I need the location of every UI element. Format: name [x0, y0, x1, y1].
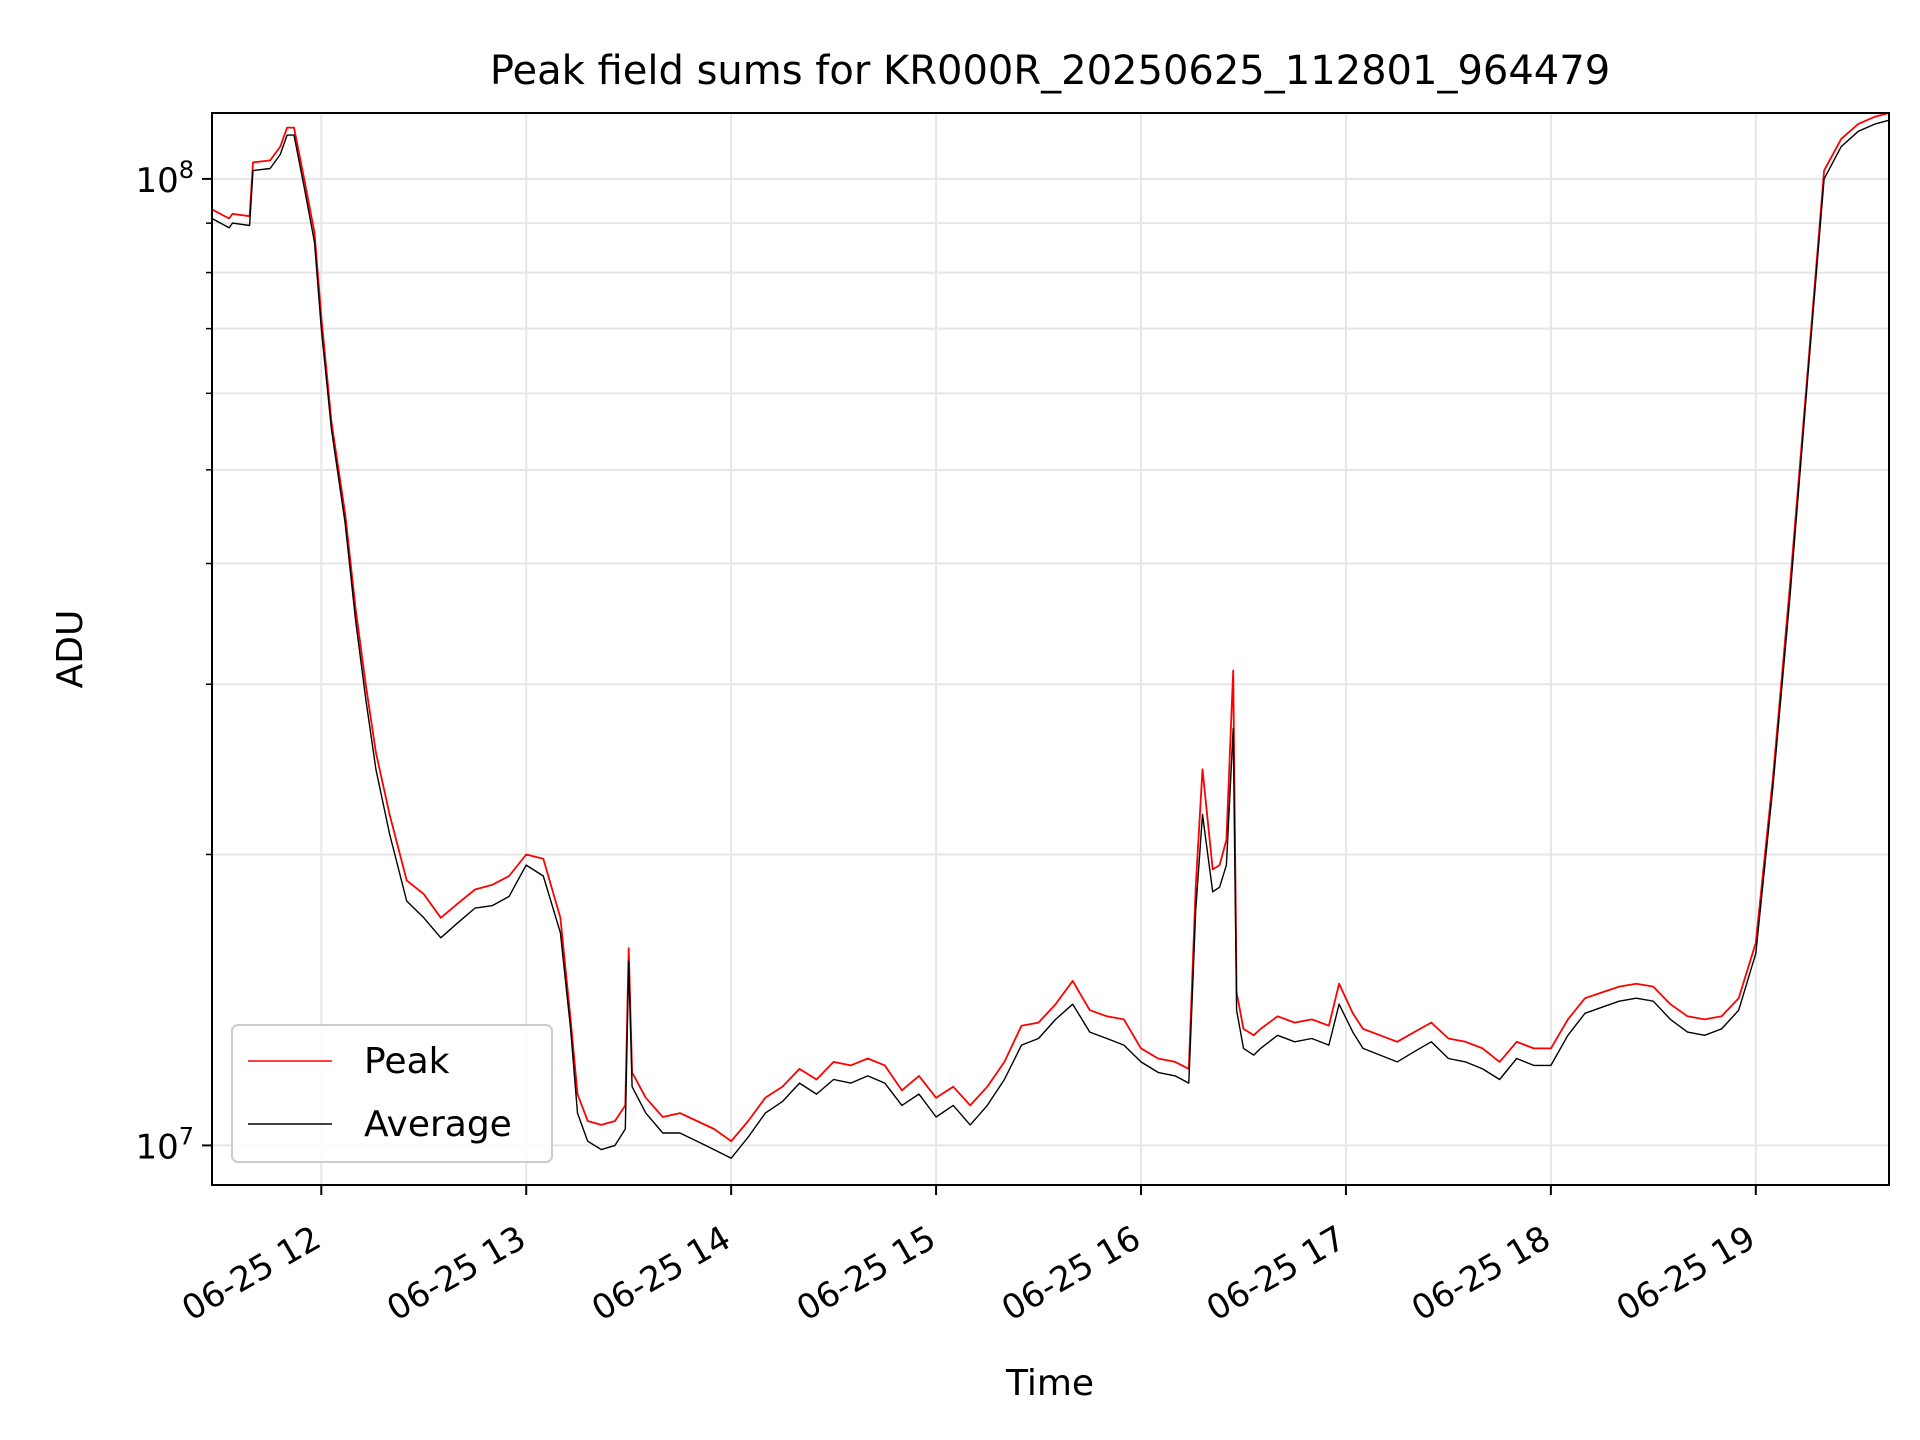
legend-label-peak: Peak	[364, 1041, 450, 1082]
plot-series	[211, 112, 1890, 1159]
y-tick-label: 108	[135, 156, 194, 201]
legend-box	[231, 1024, 553, 1163]
legend-label-average: Average	[364, 1104, 512, 1145]
y-axis-label: ADU	[50, 610, 91, 689]
grid-lines	[212, 113, 1889, 1185]
legend: Peak Average	[231, 1024, 553, 1163]
y-tick-base: 10	[135, 161, 178, 201]
series-line-peak	[211, 112, 1890, 1143]
y-tick-label: 107	[135, 1122, 194, 1167]
y-tick-base: 10	[135, 1127, 178, 1167]
x-axis-label: Time	[1005, 1363, 1094, 1404]
y-tick-exponent: 7	[179, 1122, 194, 1150]
y-tick-exponent: 8	[179, 156, 194, 184]
plot-frame	[211, 112, 1890, 1186]
chart-title: Peak field sums for KR000R_20250625_1128…	[490, 48, 1610, 94]
series-line-average	[211, 119, 1890, 1159]
